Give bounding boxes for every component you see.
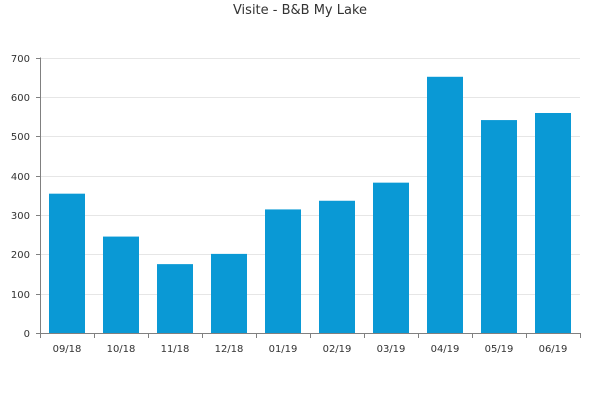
y-tick-label: 200 [11,250,30,261]
y-tick-label: 100 [11,290,30,301]
bar-02-19 [319,200,355,333]
y-tick-label: 600 [11,93,30,104]
bar-01-19 [265,209,301,333]
x-tick-label: 09/18 [53,344,82,355]
bar-10-18 [103,236,139,333]
bar-09-18 [49,193,85,333]
axes [36,57,581,338]
x-tick-label: 10/18 [107,344,136,355]
x-tick-label: 11/18 [161,344,190,355]
bar-05-19 [481,120,517,334]
x-tick-label: 05/19 [485,344,514,355]
bar-04-19 [427,76,463,333]
y-tick-label: 0 [24,329,30,340]
x-tick-label: 03/19 [377,344,406,355]
y-tick-labels: 0 100 200 300 400 500 600 700 [11,54,30,340]
x-tick-label: 04/19 [431,344,460,355]
x-tick-label: 12/18 [215,344,244,355]
x-tick-label: 02/19 [323,344,352,355]
chart-title: Visite - B&B My Lake [232,3,368,18]
bars [49,76,571,334]
bar-11-18 [157,264,193,333]
y-tick-label: 700 [11,54,30,65]
bar-12-18 [211,253,247,333]
y-tick-label: 400 [11,172,30,183]
bar-03-19 [373,182,409,333]
y-tick-label: 300 [11,211,30,222]
bar-06-19 [535,112,571,334]
y-tick-label: 500 [11,132,30,143]
x-tick-labels: 09/18 10/18 11/18 12/18 01/19 02/19 03/19 04/19… [53,344,568,355]
x-tick-label: 06/19 [539,344,568,355]
x-tick-label: 01/19 [269,344,298,355]
